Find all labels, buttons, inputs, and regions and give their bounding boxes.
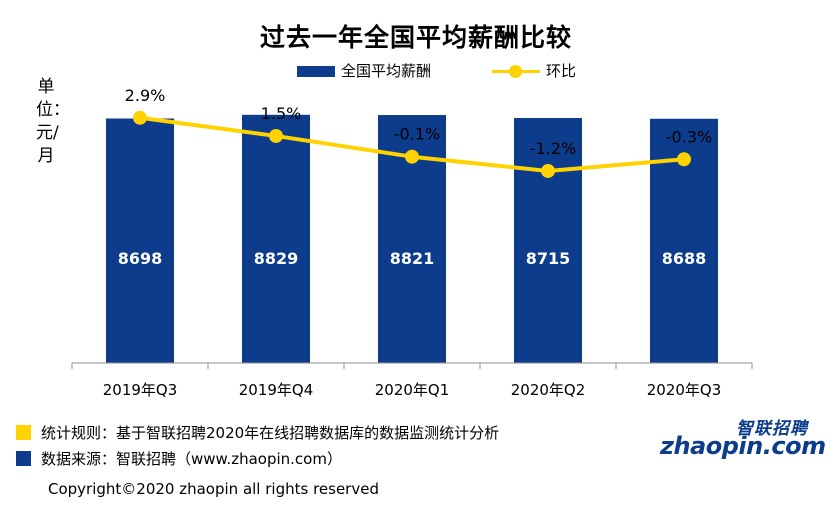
bar-value-label-3: 8715 [526, 249, 571, 268]
mom-value-label-2: -0.1% [394, 125, 440, 144]
mom-point-3 [541, 163, 555, 178]
mom-value-label-4: -0.3% [666, 127, 712, 146]
legend-label-mom: 环比 [546, 62, 577, 80]
mom-value-label-3: -1.2% [530, 139, 576, 158]
bar-value-label-4: 8688 [662, 249, 707, 268]
x-tick-label-3: 2020年Q2 [511, 381, 586, 399]
bar-1 [242, 114, 310, 363]
footer-rule-text: 统计规则：基于智联招聘2020年在线招聘数据库的数据监测统计分析 [41, 424, 500, 442]
x-tick-label-2: 2020年Q1 [375, 381, 450, 399]
mom-value-label-1: 1.5% [261, 104, 302, 123]
bar-0 [106, 118, 174, 363]
zhaopin-logo: 智联招聘 zhaopin.com [660, 414, 826, 462]
footer-source-text: 数据来源：智联招聘（www.zhaopin.com） [41, 450, 342, 468]
mom-value-label-0: 2.9% [125, 86, 166, 105]
copyright-text: Copyright©2020 zhaopin all rights reserv… [48, 480, 379, 498]
mom-point-2 [405, 149, 419, 164]
legend-swatch-bar [297, 66, 335, 77]
bar-value-label-2: 8821 [390, 249, 435, 268]
legend-label-salary: 全国平均薪酬 [341, 62, 432, 80]
x-tick-label-0: 2019年Q3 [103, 381, 178, 399]
footer-rule-marker [16, 425, 31, 440]
mom-point-4 [677, 152, 691, 167]
bar-value-label-0: 8698 [118, 249, 163, 268]
footer-source: 数据来源：智联招聘（www.zhaopin.com） [16, 448, 342, 469]
footer-rule: 统计规则：基于智联招聘2020年在线招聘数据库的数据监测统计分析 [16, 422, 499, 443]
mom-point-0 [133, 110, 147, 125]
bar-value-label-1: 8829 [254, 249, 299, 268]
legend-swatch-dot [509, 65, 522, 78]
mom-point-1 [269, 128, 283, 143]
logo-en: zhaopin.com [660, 432, 826, 460]
x-tick-label-1: 2019年Q4 [239, 381, 314, 399]
logo-cn: 智联招聘 [736, 419, 808, 439]
chart-plot: 8698 8829 8821 8715 8688 2019年Q3 2019年Q4 2020年Q… [71, 86, 753, 399]
bar-3 [514, 118, 582, 364]
x-tick-label-4: 2020年Q3 [647, 381, 722, 399]
chart-title: 过去一年全国平均薪酬比较 [259, 23, 572, 52]
footer-source-marker [16, 451, 31, 466]
